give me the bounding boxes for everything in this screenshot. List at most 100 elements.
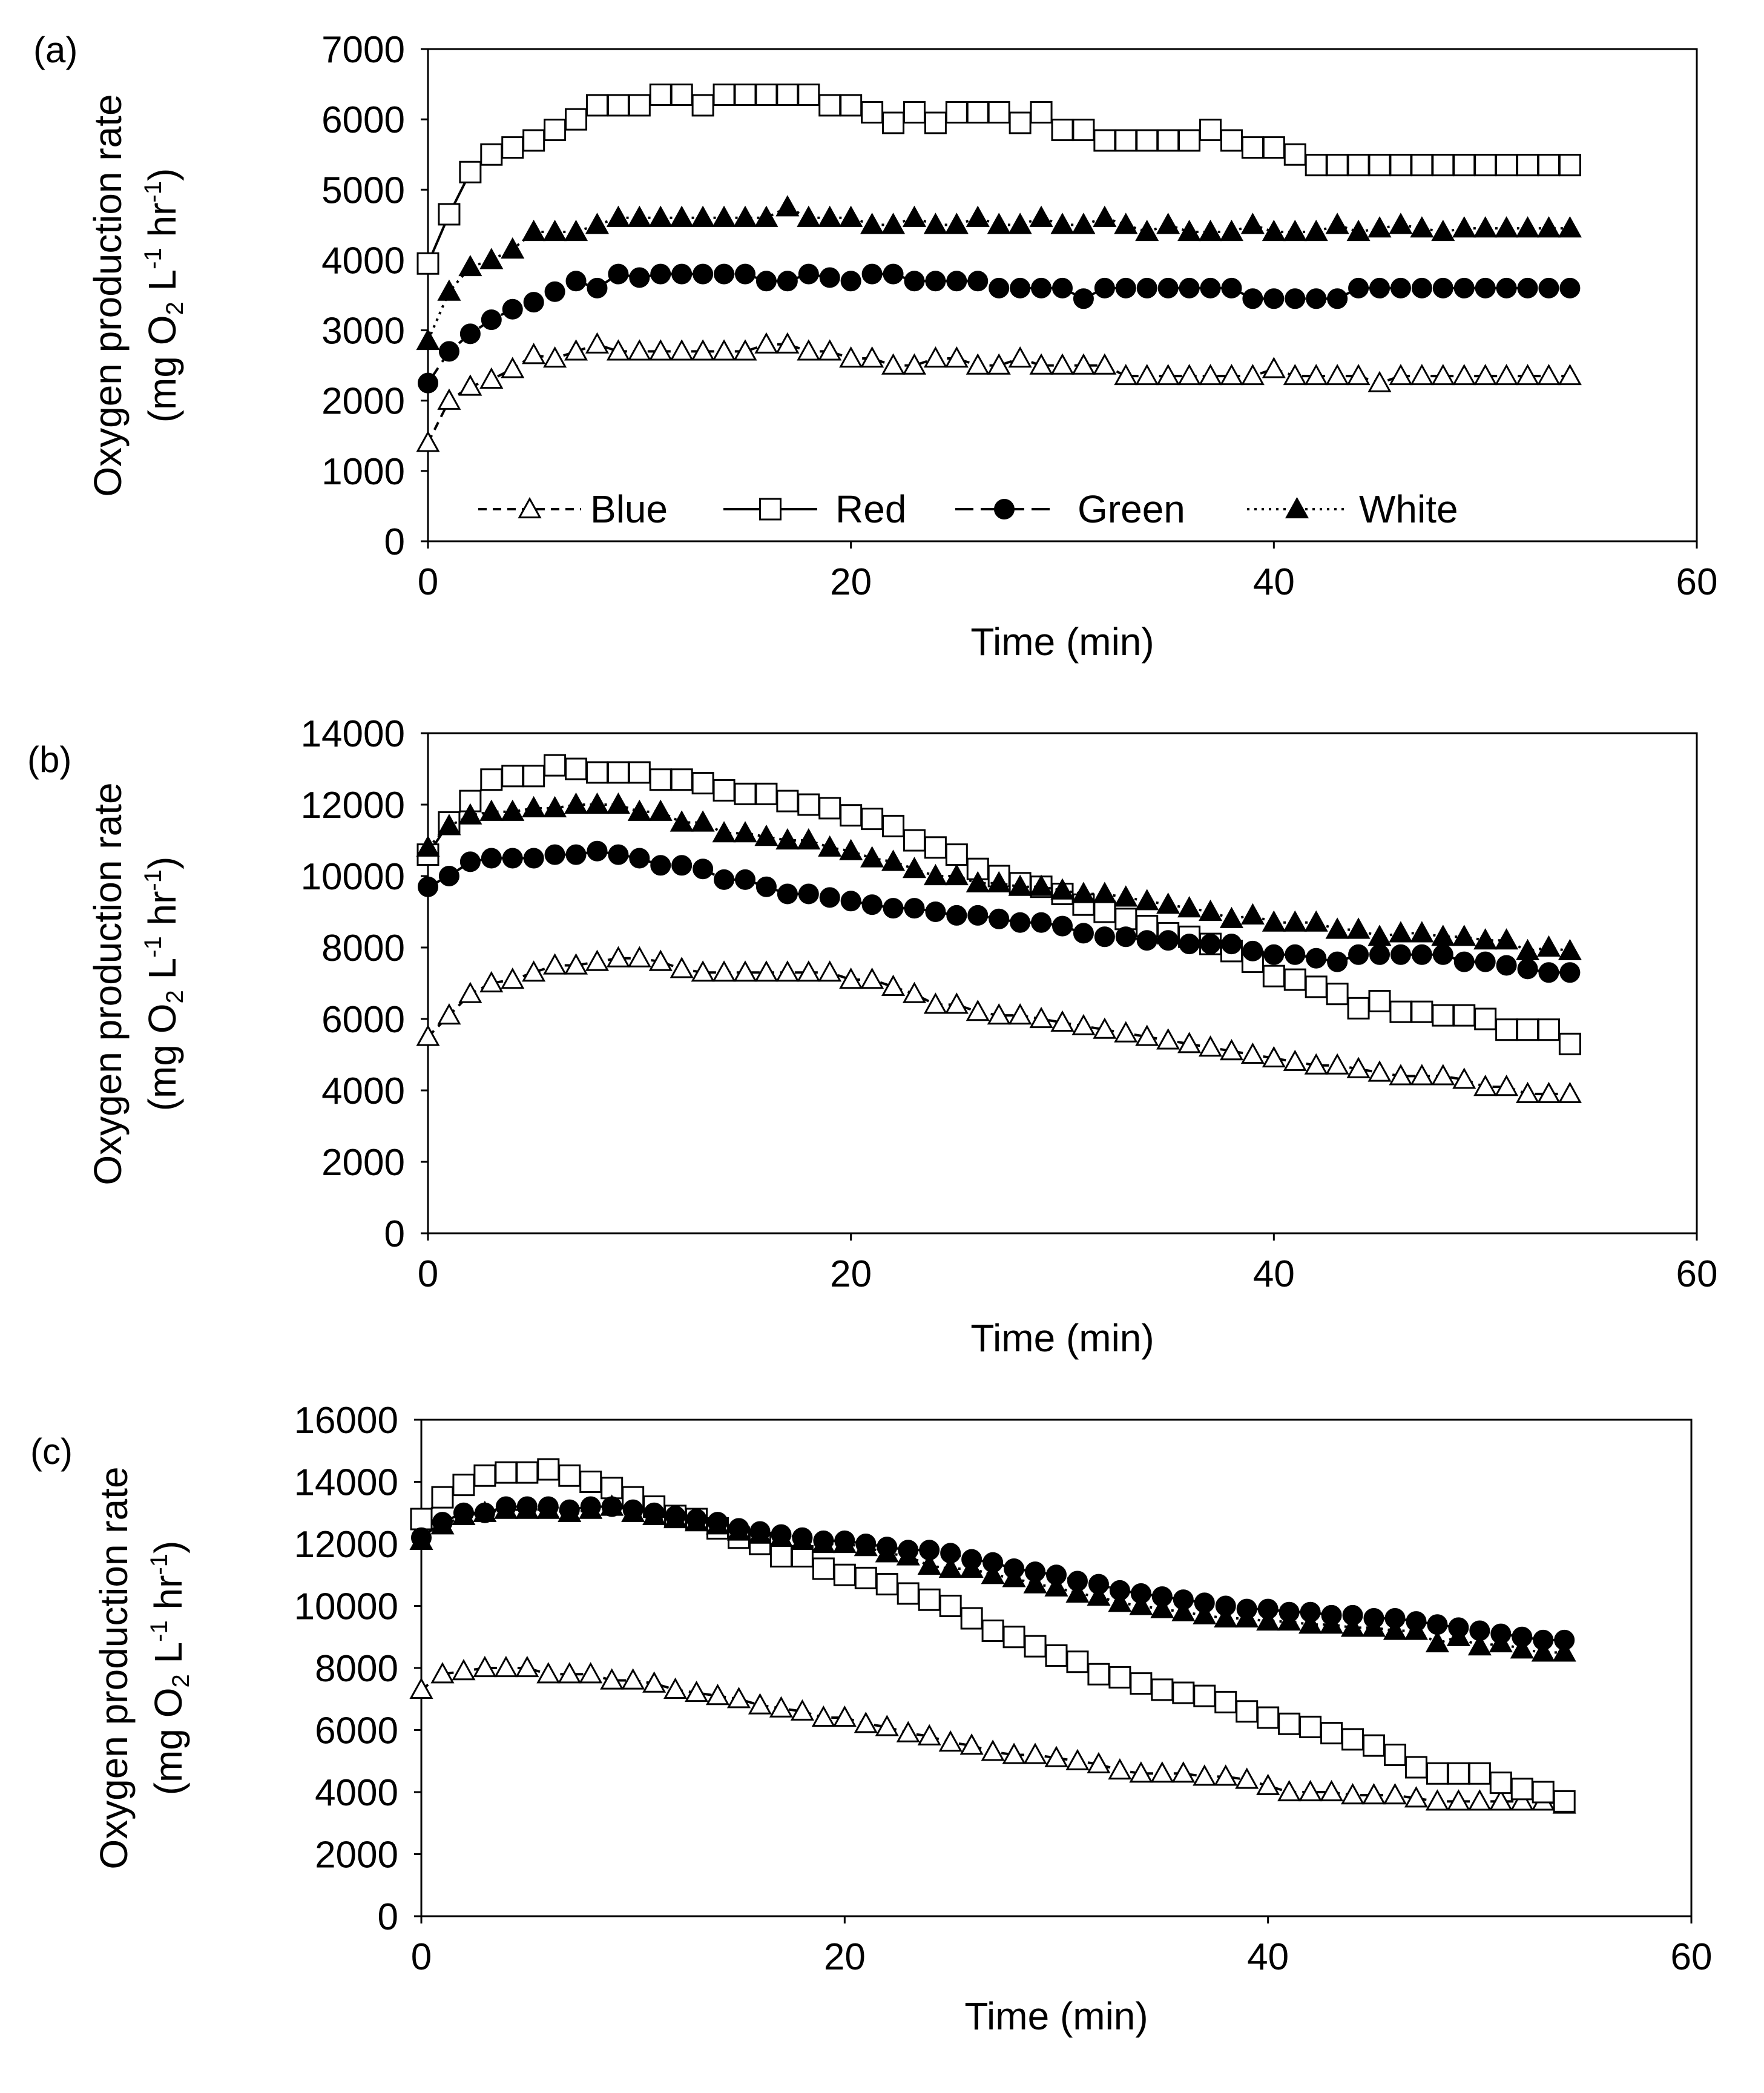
data-point-blue	[1320, 1779, 1344, 1802]
data-point-red	[1108, 1666, 1131, 1689]
data-point-white	[769, 1525, 793, 1547]
data-point-white	[1240, 213, 1265, 234]
data-point-blue	[1108, 1758, 1132, 1780]
data-point-red	[1157, 129, 1180, 152]
data-point-blue	[501, 357, 525, 378]
data-point-blue	[627, 946, 651, 967]
data-point-red	[966, 101, 989, 124]
data-point-blue	[1219, 363, 1244, 386]
data-point-green	[1157, 277, 1179, 298]
data-point-red	[480, 143, 503, 166]
data-point-white	[1071, 213, 1096, 234]
panel-label: (b)	[27, 739, 71, 780]
data-point-green	[1200, 934, 1221, 955]
data-point-red	[1347, 154, 1370, 177]
data-point-white	[564, 219, 588, 242]
data-point-blue	[1214, 1764, 1238, 1786]
data-point-blue	[769, 1696, 793, 1718]
data-point-red	[1410, 154, 1433, 177]
data-point-white	[501, 799, 525, 821]
x-axis-title: Time (min)	[964, 1994, 1148, 2038]
data-point-blue	[1071, 353, 1096, 375]
legend-label: Blue	[590, 487, 668, 531]
data-point-red	[1172, 1681, 1195, 1704]
y-tick-label: 14000	[301, 713, 405, 755]
data-point-red	[410, 1508, 433, 1531]
data-point-red	[903, 829, 926, 852]
data-point-blue	[811, 1705, 835, 1727]
chart-panel-c: (c) 0 2000 4000 6000 8000 10000 12000 14000 16000…	[30, 1400, 1712, 2038]
unit-part: L	[140, 958, 184, 990]
data-point-green	[481, 309, 502, 331]
data-point-green	[840, 271, 861, 292]
data-point-red	[713, 83, 736, 106]
data-point-white	[754, 205, 778, 227]
data-point-blue	[1044, 1745, 1068, 1767]
data-point-blue	[543, 953, 567, 975]
data-point-red	[1262, 136, 1285, 159]
data-point-red	[1495, 1018, 1518, 1041]
data-point-red	[537, 1458, 560, 1481]
data-point-green	[1010, 277, 1031, 298]
data-point-red	[875, 1573, 898, 1596]
data-point-blue	[1029, 1006, 1053, 1029]
data-point-green	[1517, 277, 1538, 298]
data-point-blue	[1304, 1053, 1328, 1075]
data-point-red	[522, 129, 545, 152]
data-point-red	[691, 94, 714, 117]
data-point-white	[1446, 1624, 1470, 1646]
data-point-blue	[917, 1724, 941, 1745]
data-point-green	[565, 271, 587, 292]
data-point-white	[1495, 216, 1519, 238]
data-point-red	[1389, 1000, 1412, 1023]
unit-superscript: -1	[140, 869, 166, 891]
data-point-white	[923, 213, 947, 234]
data-point-red	[960, 1607, 983, 1630]
y-tick-label: 1000	[321, 451, 405, 493]
data-point-red	[495, 1461, 518, 1484]
unit-part: L	[146, 1642, 190, 1674]
data-point-green	[502, 298, 523, 320]
data-point-blue	[1008, 1003, 1032, 1025]
data-point-red	[945, 843, 968, 866]
data-point-green	[777, 883, 798, 905]
data-point-blue	[987, 1003, 1011, 1025]
legend-item-white: White	[1247, 487, 1458, 531]
data-point-blue	[1198, 1035, 1223, 1057]
data-point-red	[818, 797, 841, 820]
data-point-blue	[902, 981, 927, 1003]
data-point-white	[1050, 878, 1075, 900]
data-point-red	[1363, 1734, 1385, 1757]
y-tick-label: 4000	[315, 1772, 398, 1814]
data-point-blue	[648, 949, 673, 971]
data-point-blue	[1256, 1773, 1280, 1795]
data-point-white	[1023, 1572, 1047, 1594]
data-point-blue	[670, 957, 694, 978]
y-tick-label: 5000	[321, 170, 405, 211]
data-point-white	[1536, 935, 1561, 957]
data-point-blue	[458, 374, 482, 396]
data-point-red	[544, 119, 567, 142]
data-point-blue	[1495, 1075, 1519, 1096]
unit-subscript: 2	[162, 990, 188, 1003]
data-point-red	[607, 761, 630, 784]
data-point-blue	[691, 960, 715, 982]
data-point-green	[1369, 277, 1390, 298]
data-point-red	[1024, 1635, 1047, 1658]
y-tick-label: 14000	[294, 1462, 398, 1504]
data-point-green	[1517, 958, 1538, 980]
data-point-blue	[1304, 363, 1328, 386]
data-point-blue	[1093, 353, 1117, 375]
data-point-red	[565, 757, 588, 780]
chart-panel-b: (b) 0 2000 4000 6000 8000 10000 12000 14000 0 20 40…	[27, 713, 1717, 1360]
x-tick-label: 60	[1676, 1253, 1718, 1295]
data-point-red	[1009, 111, 1032, 134]
data-point-blue	[585, 332, 610, 354]
y-tick-label: 2000	[321, 1142, 405, 1184]
data-point-red	[1553, 1790, 1576, 1813]
data-point-blue	[1240, 363, 1265, 386]
data-point-green	[1200, 277, 1221, 298]
x-axis-title: Time (min)	[970, 1316, 1154, 1360]
data-point-white	[1071, 882, 1096, 903]
data-point-white	[860, 213, 884, 234]
